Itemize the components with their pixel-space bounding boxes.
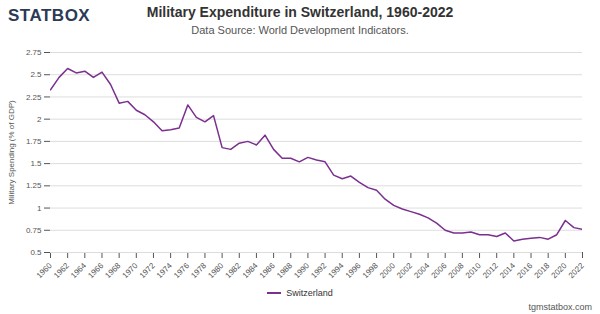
html-text:tgmstatbox.com: tgmstatbox.com <box>528 302 592 312</box>
svg-text:1964: 1964 <box>69 261 88 280</box>
svg-text:1: 1 <box>37 204 42 213</box>
svg-text:1972: 1972 <box>138 261 157 280</box>
svg-text:2.75: 2.75 <box>26 48 42 57</box>
svg-text:1.25: 1.25 <box>26 181 42 190</box>
html-text:Data Source: World Development: Data Source: World Development Indicator… <box>191 24 409 36</box>
html-text:Switzerland: Switzerland <box>286 288 333 298</box>
svg-text:2012: 2012 <box>481 261 500 280</box>
svg-text:2010: 2010 <box>464 261 483 280</box>
svg-text:2002: 2002 <box>395 261 414 280</box>
svg-text:2022: 2022 <box>567 261 586 280</box>
html-text:STATBOX: STATBOX <box>8 6 91 25</box>
svg-text:1994: 1994 <box>327 261 346 280</box>
svg-text:1962: 1962 <box>52 261 71 280</box>
html-text:Military Expenditure in Switze: Military Expenditure in Switzerland, 196… <box>146 4 454 20</box>
svg-text:1970: 1970 <box>121 261 140 280</box>
svg-text:1966: 1966 <box>86 261 105 280</box>
svg-text:1996: 1996 <box>344 261 363 280</box>
svg-text:1976: 1976 <box>172 261 191 280</box>
svg-text:1992: 1992 <box>309 261 328 280</box>
svg-text:1960: 1960 <box>35 261 54 280</box>
svg-text:1984: 1984 <box>241 261 260 280</box>
svg-text:2018: 2018 <box>532 261 551 280</box>
svg-text:2.5: 2.5 <box>30 70 42 79</box>
svg-text:2014: 2014 <box>498 261 517 280</box>
svg-text:2016: 2016 <box>515 261 534 280</box>
svg-text:2020: 2020 <box>550 261 569 280</box>
svg-text:0.5: 0.5 <box>30 248 42 257</box>
svg-text:0.75: 0.75 <box>26 226 42 235</box>
svg-text:1980: 1980 <box>206 261 225 280</box>
svg-text:1988: 1988 <box>275 261 294 280</box>
svg-text:2.25: 2.25 <box>26 93 42 102</box>
svg-text:1978: 1978 <box>189 261 208 280</box>
svg-text:1.5: 1.5 <box>30 159 42 168</box>
svg-text:1998: 1998 <box>361 261 380 280</box>
svg-text:Military Spending (% of GDP): Military Spending (% of GDP) <box>7 100 16 205</box>
svg-text:1968: 1968 <box>103 261 122 280</box>
svg-text:1982: 1982 <box>224 261 243 280</box>
svg-text:1990: 1990 <box>292 261 311 280</box>
svg-text:2006: 2006 <box>429 261 448 280</box>
svg-text:2004: 2004 <box>412 261 431 280</box>
svg-text:1.75: 1.75 <box>26 137 42 146</box>
svg-text:2000: 2000 <box>378 261 397 280</box>
svg-text:2008: 2008 <box>447 261 466 280</box>
svg-text:1974: 1974 <box>155 261 174 280</box>
svg-text:2: 2 <box>37 115 42 124</box>
svg-text:1986: 1986 <box>258 261 277 280</box>
